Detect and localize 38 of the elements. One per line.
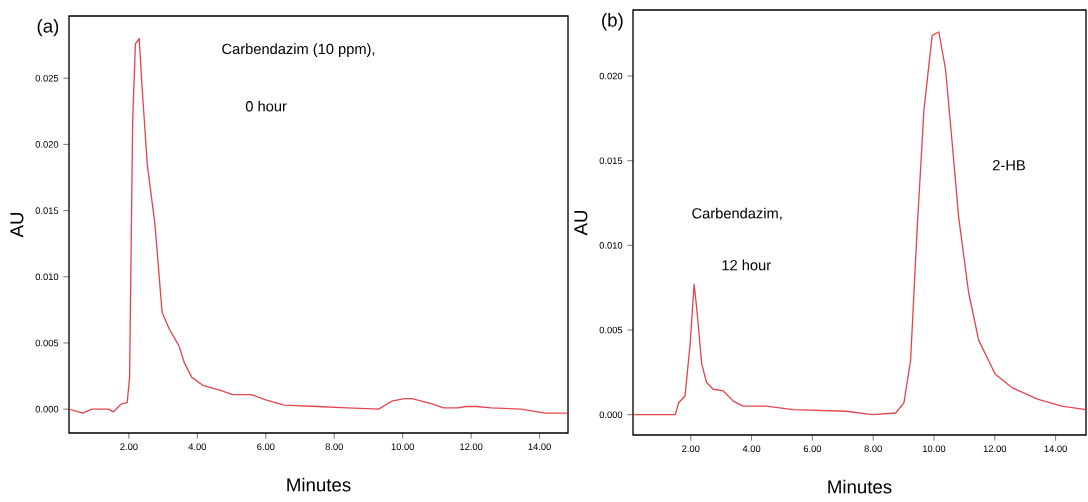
x-tick-label: 8.00	[864, 445, 882, 452]
y-tick-label: 0.020	[599, 72, 623, 80]
x-tick-label: 6.00	[257, 443, 275, 450]
chart-title: (b)	[602, 13, 623, 31]
x-tick-label: 12.00	[983, 445, 1007, 452]
y-axis-title: AU	[10, 212, 24, 238]
x-tick-label: 10.00	[923, 445, 946, 452]
x-tick-label: 14.00	[528, 443, 551, 450]
x-tick-label: 6.00	[803, 445, 822, 452]
y-tick-label: 0.005	[35, 339, 59, 347]
line-series	[69, 37, 568, 414]
y-tick-label: 0.015	[599, 157, 623, 164]
y-tick-label: 0.015	[35, 207, 59, 214]
chart-title: (a)	[37, 18, 59, 37]
x-tick-label: 8.00	[325, 443, 343, 450]
x-tick-label: 2.00	[120, 443, 138, 450]
annotation: 2-HB	[993, 160, 1025, 171]
x-tick-label: 12.00	[460, 443, 483, 450]
x-tick-label: 2.00	[682, 445, 700, 452]
x-tick-label: 4.00	[742, 445, 761, 452]
y-tick-label: 0.000	[599, 411, 623, 418]
annotation: 0 hour	[245, 100, 287, 112]
x-tick-label: 10.00	[391, 443, 415, 450]
y-axis-title: AU	[574, 210, 588, 236]
x-axis-title: Minutes	[828, 479, 892, 494]
y-tick-label: 0.010	[35, 273, 59, 281]
x-axis-title: Minutes	[287, 477, 351, 492]
annotation: Carbendazim,	[692, 207, 782, 221]
y-tick-label: 0.010	[599, 242, 623, 249]
y-tick-label: 0.000	[35, 405, 59, 413]
annotation: Carbendazim (10 ppm),	[222, 43, 375, 58]
x-tick-label: 4.00	[188, 443, 207, 450]
x-tick-label: 14.00	[1044, 445, 1067, 452]
y-tick-label: 0.020	[35, 141, 59, 148]
y-tick-label: 0.005	[599, 326, 623, 334]
line-series	[633, 31, 1086, 416]
y-tick-label: 0.025	[35, 74, 59, 82]
annotation: 12 hour	[722, 259, 771, 271]
